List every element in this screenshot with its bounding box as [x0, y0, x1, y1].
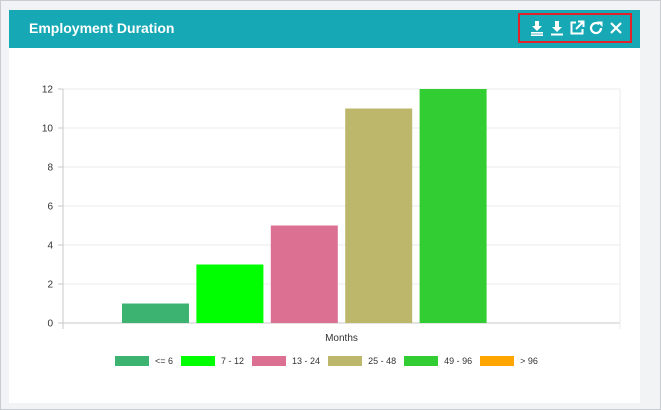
legend-item[interactable]: 7 - 12: [181, 356, 244, 366]
legend-label: 25 - 48: [368, 356, 397, 366]
legend-item[interactable]: 13 - 24: [252, 356, 320, 366]
legend-label: > 96: [520, 356, 538, 366]
y-tick-label: 8: [47, 163, 53, 174]
y-tick-label: 12: [42, 85, 54, 96]
legend-label: 49 - 96: [444, 356, 473, 366]
y-tick-label: 2: [47, 280, 53, 291]
bar-3: [345, 108, 413, 323]
legend-swatch: [252, 356, 287, 366]
legend-label: 13 - 24: [292, 356, 321, 366]
legend-item[interactable]: 49 - 96: [404, 356, 472, 366]
open-external-icon[interactable]: [568, 19, 586, 37]
chart-legend: <= 6 7 - 12 13 - 24 25 - 48 49 - 96 > 96: [115, 354, 546, 368]
bar-2: [270, 225, 338, 323]
y-tick-label: 6: [47, 202, 53, 213]
download-icon[interactable]: [548, 19, 566, 37]
bar-chart: 0 2 4 6 8 10 12 Months: [42, 85, 621, 344]
legend-swatch: [115, 356, 149, 366]
panel-toolbar: [518, 13, 632, 43]
legend-label: <= 6: [155, 356, 174, 366]
bar-1: [196, 264, 264, 323]
y-tick-label: 0: [47, 319, 53, 330]
legend-swatch: [404, 356, 439, 366]
legend-swatch: [480, 356, 515, 366]
legend-item[interactable]: 25 - 48: [328, 356, 396, 366]
y-tick-label: 4: [47, 241, 53, 252]
close-icon[interactable]: [607, 19, 625, 37]
bar-0: [122, 303, 189, 323]
y-tick-label: 10: [42, 124, 54, 135]
refresh-icon[interactable]: [587, 19, 605, 37]
panel-title: Employment Duration: [29, 20, 175, 36]
download-csv-icon[interactable]: [528, 19, 546, 37]
x-axis-label: Months: [325, 333, 358, 344]
legend-item[interactable]: > 96: [480, 356, 538, 366]
panel-header: Employment Duration: [9, 10, 640, 48]
legend-item[interactable]: <= 6: [115, 356, 173, 366]
legend-label: 7 - 12: [221, 356, 245, 366]
chart-area: 0 2 4 6 8 10 12 Months <= 6 7 - 12 13 - 24 25 - 48…: [9, 48, 640, 403]
legend-swatch: [181, 356, 216, 366]
bar-4: [419, 89, 487, 323]
legend-swatch: [328, 356, 363, 366]
